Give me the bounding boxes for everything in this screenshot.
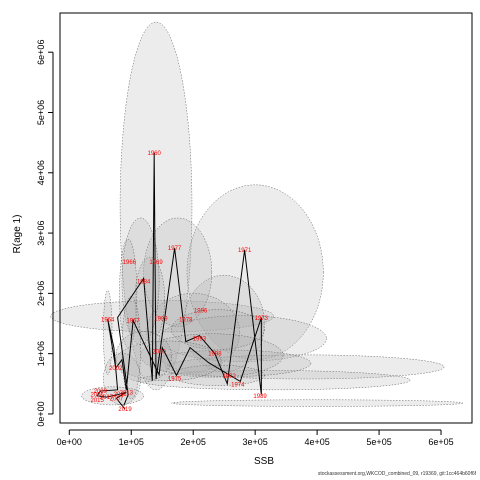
- x-axis-title: SSB: [254, 456, 274, 467]
- year-label: 1998: [208, 352, 222, 358]
- y-tick-label: 5e+06: [36, 100, 46, 125]
- x-tick-label: 3e+05: [243, 437, 268, 447]
- confidence-ellipse: [137, 370, 411, 391]
- y-tick-label: 2e+06: [36, 281, 46, 306]
- year-label: 2002: [109, 366, 123, 372]
- year-label: 1989: [253, 394, 267, 400]
- confidence-ellipse: [146, 293, 240, 373]
- year-label: 1984: [137, 279, 151, 285]
- confidence-ellipse: [171, 364, 265, 386]
- plot-frame: [59, 12, 473, 424]
- year-label: 1977: [168, 246, 182, 252]
- year-label: 1999: [154, 317, 168, 323]
- year-label: 2019: [118, 407, 132, 413]
- x-tick-label: 5e+05: [366, 437, 391, 447]
- x-tick-label: 1e+05: [119, 437, 144, 447]
- trajectory-layer: [96, 152, 262, 410]
- confidence-ellipse: [165, 354, 445, 380]
- x-tick-label: 4e+05: [304, 437, 329, 447]
- confidence-ellipse: [134, 256, 165, 342]
- confidence-ellipse: [171, 309, 265, 350]
- ellipse-layer: [50, 21, 463, 407]
- axes-layer: 0e+00 1e+05 2e+05 3e+05 4e+05 5e+05 6e+05 0e+00…: [36, 12, 473, 447]
- confidence-ellipse: [103, 290, 113, 376]
- y-axis-title: R(age 1): [12, 215, 23, 254]
- year-label: 2007: [110, 396, 124, 402]
- y-tick-label: 3e+06: [36, 220, 46, 245]
- year-label: 1969: [149, 260, 163, 266]
- year-label: 1993: [193, 337, 207, 343]
- confidence-ellipse: [171, 399, 463, 407]
- year-label: 2005: [90, 393, 104, 399]
- x-tick-label: 6e+05: [428, 437, 453, 447]
- year-label: 2013: [120, 390, 134, 396]
- y-tick-label: 6e+06: [36, 40, 46, 65]
- year-label-layer: 1960 1964 1966 1967 1969 1971 1972 1973 1974 1975…: [90, 151, 268, 413]
- year-label: 1973: [255, 316, 269, 322]
- confidence-ellipse: [103, 352, 141, 406]
- x-tick-label: 2e+05: [181, 437, 206, 447]
- confidence-ellipse: [119, 238, 138, 348]
- y-tick-label: 4e+06: [36, 160, 46, 185]
- footer-watermark: stockassessment.org,WKCOD_combined_09, r…: [317, 471, 476, 477]
- year-label: 2017: [100, 395, 114, 401]
- year-label: 1974: [231, 382, 245, 388]
- year-label: 1975: [168, 376, 182, 382]
- year-label: 2009: [94, 389, 108, 395]
- sr-trajectory-line: [96, 152, 262, 410]
- year-label: 1967: [126, 319, 140, 325]
- year-label: 1964: [101, 317, 115, 323]
- year-label: 2015: [90, 398, 104, 404]
- x-tick-label: 0e+00: [57, 437, 82, 447]
- confidence-ellipse: [140, 333, 284, 378]
- y-tick-label: 0e+00: [36, 401, 46, 426]
- confidence-ellipse: [119, 21, 193, 391]
- year-label: 1966: [123, 260, 137, 266]
- confidence-ellipse: [158, 315, 327, 362]
- year-label: 1972: [222, 374, 236, 380]
- year-label: 2000: [152, 349, 166, 355]
- year-label: 1978: [179, 317, 193, 323]
- y-tick-label: 1e+06: [36, 341, 46, 366]
- year-label: 1996: [194, 308, 208, 314]
- confidence-ellipse: [121, 296, 141, 400]
- year-label: 1971: [238, 248, 252, 254]
- year-label: 2011: [114, 392, 128, 398]
- confidence-ellipse: [186, 184, 324, 360]
- year-label: 1960: [147, 151, 161, 157]
